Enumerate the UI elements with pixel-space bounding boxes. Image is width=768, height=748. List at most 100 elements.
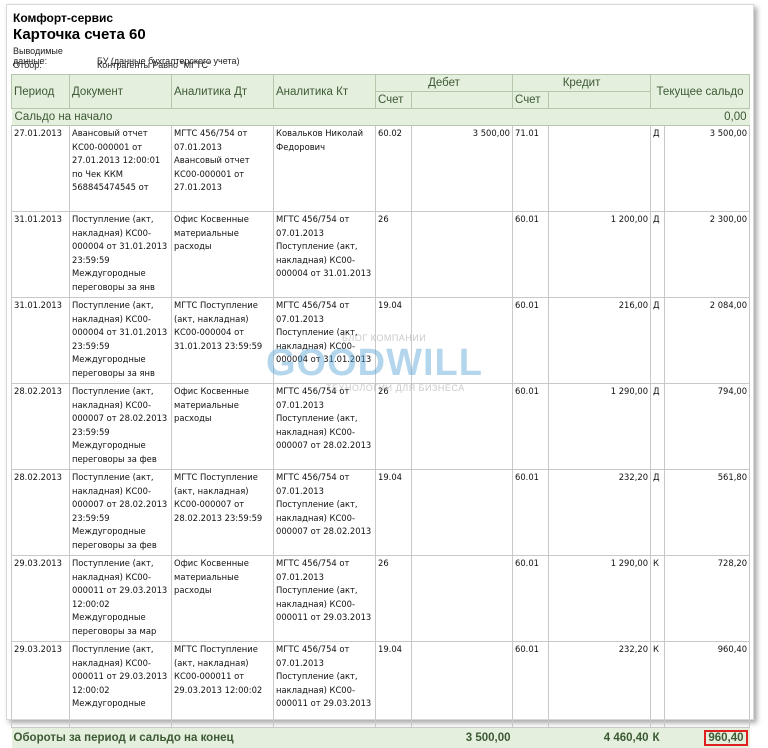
cell-credit-amount-text: 1 290,00 [549, 384, 650, 469]
cell-balance-amount-text: 2 084,00 [665, 298, 749, 383]
cell-balance-amount-text: 2 300,00 [665, 212, 749, 297]
header-analytics-dt: Аналитика Дт [172, 75, 274, 109]
cell-period-text: 31.01.2013 [12, 298, 69, 383]
cell-period-text: 31.01.2013 [12, 212, 69, 297]
cell-balance-amount: 2 084,00 [665, 298, 750, 384]
cell-credit-account-text: 60.01 [513, 298, 548, 383]
cell-debit-amount-text [412, 298, 512, 383]
cell-balance-side: К [651, 642, 665, 728]
cell-credit-amount: 1 290,00 [549, 556, 651, 642]
cell-balance-amount: 561,80 [665, 470, 750, 556]
cell-period: 29.03.2013 [12, 556, 70, 642]
cell-credit-amount-text [549, 126, 650, 211]
report-title: Карточка счета 60 [13, 26, 146, 43]
cell-analytics-kt: Ковальков Николай Федорович [274, 126, 376, 212]
cell-document-text: Авансовый отчет КС00-000001 от 27.01.201… [70, 126, 171, 211]
cell-debit-account: 26 [376, 384, 412, 470]
account-card-table: Период Документ Аналитика Дт Аналитика К… [11, 74, 750, 748]
header-period: Период [12, 75, 70, 109]
cell-credit-account: 60.01 [513, 212, 549, 298]
totals-label: Обороты за период и сальдо на конец [12, 728, 376, 748]
totals-credit: 4 460,40 [513, 728, 651, 748]
cell-analytics-dt-text: Офис Косвенные материальные расходы [172, 556, 273, 641]
cell-analytics-kt-text: МГТС 456/754 от 07.01.2013 Поступление (… [274, 556, 375, 641]
cell-analytics-kt-text: МГТС 456/754 от 07.01.2013 Поступление (… [274, 642, 375, 727]
cell-credit-account: 60.01 [513, 384, 549, 470]
cell-balance-side: Д [651, 298, 665, 384]
cell-balance-amount-text: 794,00 [665, 384, 749, 469]
totals-row: Обороты за период и сальдо на конец 3 50… [12, 728, 750, 748]
cell-credit-account-text: 60.01 [513, 384, 548, 469]
cell-credit-amount: 232,20 [549, 470, 651, 556]
totals-side: К [651, 728, 665, 748]
cell-balance-side-text: Д [651, 384, 664, 469]
cell-balance-amount: 3 500,00 [665, 126, 750, 212]
cell-balance-side: Д [651, 126, 665, 212]
cell-debit-account: 60.02 [376, 126, 412, 212]
header-credit-amount [549, 92, 651, 109]
cell-balance-amount: 2 300,00 [665, 212, 750, 298]
cell-document-text: Поступление (акт, накладная) КС00-000011… [70, 642, 171, 727]
cell-balance-side-text: Д [651, 126, 664, 211]
cell-balance-side-text: Д [651, 298, 664, 383]
cell-debit-amount-text [412, 212, 512, 297]
cell-document-text: Поступление (акт, накладная) КС00-000011… [70, 556, 171, 641]
cell-credit-amount-text: 232,20 [549, 470, 650, 555]
cell-credit-account: 60.01 [513, 470, 549, 556]
cell-debit-account-text: 19.04 [376, 642, 411, 727]
filter-line: Отбор:Контрагенты Равно "МГТС" [13, 60, 211, 70]
cell-balance-side-text: Д [651, 470, 664, 555]
cell-balance-side-text: Д [651, 212, 664, 297]
cell-document-text: Поступление (акт, накладная) КС00-000007… [70, 384, 171, 469]
cell-analytics-kt: МГТС 456/754 от 07.01.2013 Поступление (… [274, 556, 376, 642]
cell-balance-side: Д [651, 212, 665, 298]
cell-analytics-dt: МГТС Поступление (акт, накладная) КС00-0… [172, 470, 274, 556]
opening-balance-row: Сальдо на начало 0,00 [12, 109, 750, 126]
cell-analytics-dt-text: МГТС Поступление (акт, накладная) КС00-0… [172, 642, 273, 727]
cell-credit-account-text: 60.01 [513, 642, 548, 727]
cell-credit-amount: 216,00 [549, 298, 651, 384]
cell-debit-account: 19.04 [376, 642, 412, 728]
cell-debit-account-text: 19.04 [376, 298, 411, 383]
cell-debit-amount [412, 642, 513, 728]
cell-document-text: Поступление (акт, накладная) КС00-000004… [70, 298, 171, 383]
cell-credit-amount: 1 200,00 [549, 212, 651, 298]
cell-period: 27.01.2013 [12, 126, 70, 212]
cell-analytics-kt: МГТС 456/754 от 07.01.2013 Поступление (… [274, 384, 376, 470]
cell-analytics-kt-text: МГТС 456/754 от 07.01.2013 Поступление (… [274, 212, 375, 297]
cell-balance-side: К [651, 556, 665, 642]
cell-credit-amount-text: 1 200,00 [549, 212, 650, 297]
cell-period-text: 27.01.2013 [12, 126, 69, 211]
cell-credit-account-text: 71.01 [513, 126, 548, 211]
cell-debit-account-text: 60.02 [376, 126, 411, 211]
opening-balance-value: 0,00 [651, 109, 750, 126]
cell-debit-account: 26 [376, 556, 412, 642]
totals-balance-cell: 960,40 [665, 728, 750, 748]
cell-period: 29.03.2013 [12, 642, 70, 728]
cell-analytics-kt-text: МГТС 456/754 от 07.01.2013 Поступление (… [274, 298, 375, 383]
cell-credit-account: 60.01 [513, 556, 549, 642]
totals-debit: 3 500,00 [376, 728, 513, 748]
cell-balance-amount-text: 561,80 [665, 470, 749, 555]
header-debit: Дебет [376, 75, 513, 92]
filter-value: Контрагенты Равно "МГТС" [97, 60, 211, 70]
cell-credit-account-text: 60.01 [513, 470, 548, 555]
cell-debit-amount-text [412, 384, 512, 469]
cell-credit-account: 60.01 [513, 642, 549, 728]
cell-analytics-kt: МГТС 456/754 от 07.01.2013 Поступление (… [274, 642, 376, 728]
cell-analytics-dt: МГТС Поступление (акт, накладная) КС00-0… [172, 642, 274, 728]
cell-analytics-kt-text: Ковальков Николай Федорович [274, 126, 375, 211]
cell-debit-account: 19.04 [376, 298, 412, 384]
header-document: Документ [70, 75, 172, 109]
cell-balance-amount: 728,20 [665, 556, 750, 642]
cell-balance-amount-text: 3 500,00 [665, 126, 749, 211]
cell-analytics-dt: Офис Косвенные материальные расходы [172, 556, 274, 642]
cell-analytics-kt-text: МГТС 456/754 от 07.01.2013 Поступление (… [274, 384, 375, 469]
cell-debit-account-text: 19.04 [376, 470, 411, 555]
cell-period: 28.02.2013 [12, 384, 70, 470]
header-credit-account: Счет [513, 92, 549, 109]
header-analytics-kt: Аналитика Кт [274, 75, 376, 109]
cell-balance-amount-text: 960,40 [665, 642, 749, 727]
